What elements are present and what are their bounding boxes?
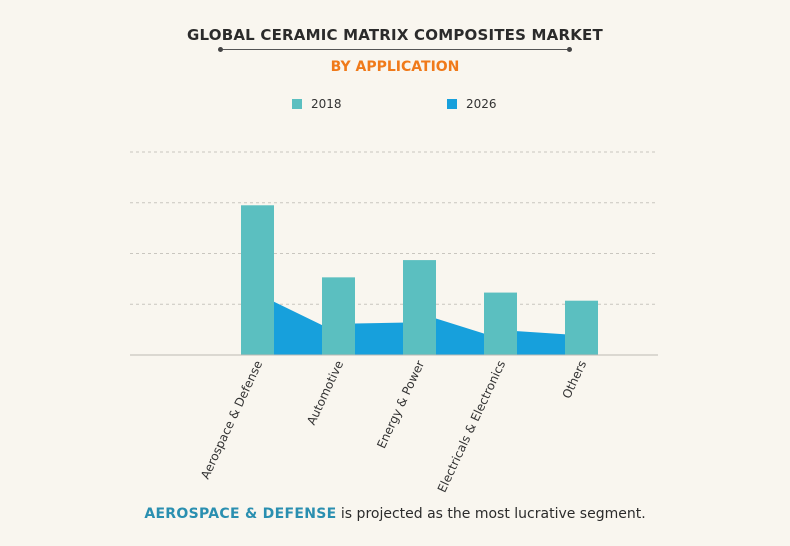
- footnote: AEROSPACE & DEFENSE is projected as the …: [0, 506, 790, 522]
- x-tick-label: Energy & Power: [374, 358, 427, 450]
- x-tick-label: Automotive: [304, 358, 346, 427]
- legend-swatch-2026: [447, 99, 457, 109]
- bar-chart: Aerospace & Defense Automotive Energy & Po…: [130, 151, 658, 495]
- legend-item-2018: 2018: [292, 97, 342, 111]
- divider-right-dot: [567, 47, 572, 52]
- chart-subtitle: BY APPLICATION: [330, 59, 460, 75]
- bar-2018: [322, 277, 355, 355]
- x-tick-label: Electricals & Electronics: [435, 358, 508, 494]
- bar-2018: [241, 205, 274, 355]
- chart-title: GLOBAL CERAMIC MATRIX COMPOSITES MARKET: [187, 26, 603, 44]
- bar-2018: [484, 292, 517, 355]
- divider-left-dot: [218, 47, 223, 52]
- legend-swatch-2018: [292, 99, 302, 109]
- legend-label-2018: 2018: [311, 97, 342, 111]
- footnote-highlight: AEROSPACE & DEFENSE: [144, 506, 337, 522]
- title-divider: [218, 47, 572, 52]
- x-tick-label: Others: [559, 358, 589, 400]
- legend-label-2026: 2026: [466, 97, 497, 111]
- legend-item-2026: 2026: [447, 97, 497, 111]
- footnote-text: is projected as the most lucrative segme…: [336, 506, 646, 522]
- bar-2018: [403, 260, 436, 355]
- x-tick-label: Aerospace & Defense: [198, 358, 265, 481]
- bar-2018: [565, 300, 598, 355]
